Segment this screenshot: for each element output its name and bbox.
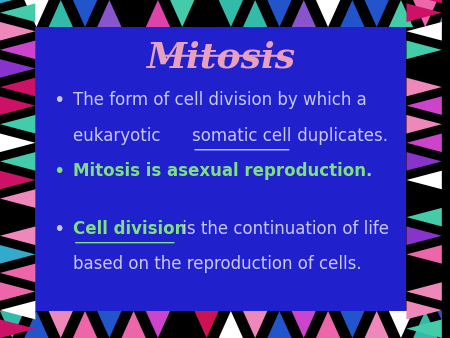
Text: Mitosis is asexual reproduction.: Mitosis is asexual reproduction.	[73, 162, 372, 180]
Polygon shape	[292, 0, 316, 27]
Polygon shape	[243, 0, 267, 27]
Polygon shape	[406, 301, 442, 319]
Polygon shape	[0, 301, 36, 319]
Polygon shape	[97, 0, 122, 27]
Polygon shape	[413, 0, 437, 27]
Polygon shape	[340, 0, 364, 27]
Polygon shape	[292, 311, 316, 338]
Polygon shape	[267, 311, 292, 338]
Polygon shape	[122, 311, 146, 338]
Polygon shape	[413, 311, 437, 338]
Polygon shape	[0, 0, 36, 3]
Polygon shape	[0, 208, 36, 226]
Polygon shape	[267, 0, 292, 27]
Polygon shape	[0, 226, 36, 245]
Polygon shape	[194, 0, 219, 27]
Polygon shape	[406, 134, 442, 152]
Polygon shape	[406, 59, 442, 78]
Polygon shape	[406, 152, 442, 171]
Polygon shape	[24, 0, 49, 27]
Text: Cell division: Cell division	[73, 220, 186, 238]
Polygon shape	[0, 171, 36, 189]
Polygon shape	[0, 134, 36, 152]
Text: Mitosis: Mitosis	[146, 41, 296, 75]
Polygon shape	[406, 208, 442, 226]
Polygon shape	[406, 171, 442, 189]
Polygon shape	[73, 311, 97, 338]
Text: The form of cell division by which a: The form of cell division by which a	[73, 91, 367, 109]
Polygon shape	[73, 0, 97, 27]
Text: duplicates.: duplicates.	[292, 127, 387, 145]
Polygon shape	[146, 311, 170, 338]
Polygon shape	[406, 226, 442, 245]
Polygon shape	[406, 22, 442, 41]
Polygon shape	[406, 41, 442, 59]
Polygon shape	[0, 245, 36, 264]
Polygon shape	[0, 0, 24, 27]
Polygon shape	[0, 189, 36, 208]
Polygon shape	[170, 311, 194, 338]
Polygon shape	[364, 0, 389, 27]
Polygon shape	[406, 78, 442, 96]
Polygon shape	[0, 78, 36, 96]
Text: somatic cell: somatic cell	[192, 127, 292, 145]
Polygon shape	[406, 264, 442, 282]
Polygon shape	[406, 189, 442, 208]
Polygon shape	[406, 3, 442, 22]
Polygon shape	[406, 319, 442, 338]
Polygon shape	[170, 0, 194, 27]
Polygon shape	[316, 0, 340, 27]
Polygon shape	[49, 311, 73, 338]
Text: •: •	[53, 162, 64, 181]
Polygon shape	[219, 311, 243, 338]
Polygon shape	[194, 311, 219, 338]
Polygon shape	[219, 0, 243, 27]
Polygon shape	[316, 311, 340, 338]
Polygon shape	[406, 0, 442, 3]
Polygon shape	[0, 115, 36, 134]
Polygon shape	[0, 311, 24, 338]
Polygon shape	[389, 311, 413, 338]
Text: based on the reproduction of cells.: based on the reproduction of cells.	[73, 255, 361, 273]
Polygon shape	[0, 152, 36, 171]
Polygon shape	[437, 311, 450, 338]
Polygon shape	[406, 282, 442, 301]
Text: eukaryotic: eukaryotic	[73, 127, 171, 145]
Polygon shape	[0, 41, 36, 59]
FancyBboxPatch shape	[36, 27, 406, 311]
Polygon shape	[0, 319, 36, 338]
Polygon shape	[0, 3, 36, 22]
Polygon shape	[0, 22, 36, 41]
Text: •: •	[53, 220, 64, 239]
Polygon shape	[97, 311, 122, 338]
Polygon shape	[406, 96, 442, 115]
Polygon shape	[0, 59, 36, 78]
Polygon shape	[243, 311, 267, 338]
Polygon shape	[24, 311, 49, 338]
Polygon shape	[146, 0, 170, 27]
Polygon shape	[122, 0, 146, 27]
Polygon shape	[0, 96, 36, 115]
Polygon shape	[406, 245, 442, 264]
Polygon shape	[406, 115, 442, 134]
Text: •: •	[53, 91, 64, 110]
Text: is the continuation of life: is the continuation of life	[177, 220, 389, 238]
Polygon shape	[364, 311, 389, 338]
Polygon shape	[0, 282, 36, 301]
Polygon shape	[389, 0, 413, 27]
Polygon shape	[437, 0, 450, 27]
Polygon shape	[340, 311, 364, 338]
Polygon shape	[49, 0, 73, 27]
Polygon shape	[0, 264, 36, 282]
